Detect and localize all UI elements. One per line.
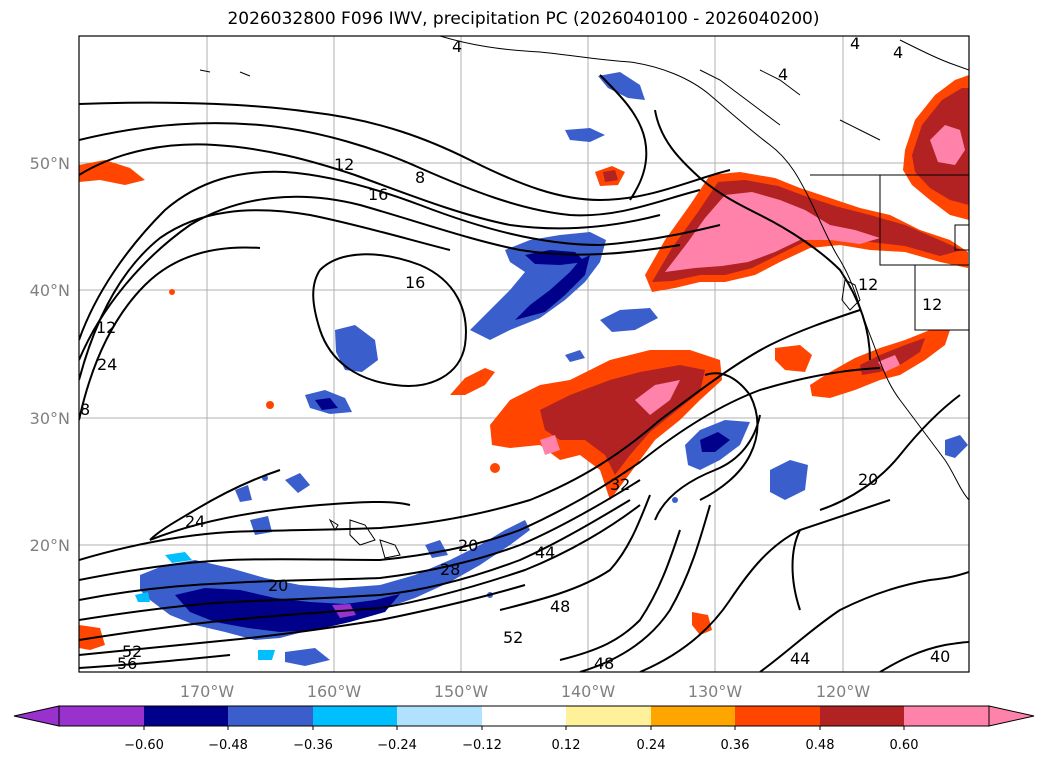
contour-label: 44: [535, 543, 555, 562]
colorbar-segment: [566, 706, 651, 726]
lat-tick-label: 40°N: [30, 281, 70, 300]
contour-label: 12: [858, 275, 878, 294]
lon-tick-label: 170°W: [180, 682, 235, 701]
contour-label: 52: [122, 642, 142, 661]
iwv-contours: [79, 74, 969, 672]
map-title: 2026032800 F096 IWV, precipitation PC (2…: [227, 9, 820, 29]
lat-tick-label: 20°N: [30, 536, 70, 555]
contour-label: 28: [440, 560, 460, 579]
contour-label: 4: [893, 43, 903, 62]
lon-tick-labels: 170°W 160°W 150°W 140°W 130°W 120°W: [180, 682, 871, 701]
colorbar-tick-label: −0.48: [208, 738, 248, 753]
colorbar-tick-label: 0.24: [637, 738, 666, 753]
colorbar-tick-label: −0.60: [124, 738, 164, 753]
contour-label: 32: [610, 475, 630, 494]
colorbar-extend-left: [13, 705, 60, 727]
coastlines: [199, 36, 969, 559]
colorbar-segment: [228, 706, 313, 726]
contour-label: 8: [80, 400, 90, 419]
contour-label: 16: [368, 185, 388, 204]
lon-tick-label: 160°W: [307, 682, 362, 701]
colorbar: −0.60 −0.48 −0.36 −0.24 −0.12 0.12 0.24 …: [13, 705, 1035, 753]
positive-precip-patches: [79, 75, 969, 650]
patch-small-1: [450, 368, 495, 395]
colorbar-tick-label: 0.36: [721, 738, 750, 753]
contour-label: 16: [405, 273, 425, 292]
contour-label: 52: [503, 628, 523, 647]
contour-label: 12: [334, 155, 354, 174]
contour-label: 48: [594, 654, 614, 673]
lat-tick-labels: 50°N 40°N 30°N 20°N: [30, 154, 70, 555]
contour-label: 12: [922, 295, 942, 314]
contour-labels: 4 4 4 4 8 12 16 16 12 24 8 24 12 12 32 2…: [80, 34, 950, 673]
colorbar-tick-label: −0.12: [462, 738, 502, 753]
contour-label: 4: [452, 37, 462, 56]
contour-label: 24: [97, 355, 117, 374]
lon-tick-label: 120°W: [816, 682, 871, 701]
contour-label: 20: [858, 470, 878, 489]
lon-tick-label: 130°W: [688, 682, 743, 701]
colorbar-extend-right: [988, 705, 1035, 727]
contour-label: 24: [185, 512, 205, 531]
contour-label: 20: [458, 536, 478, 555]
contour-label: 20: [268, 576, 288, 595]
colorbar-segment: [144, 706, 228, 726]
contour-label: 4: [850, 34, 860, 53]
colorbar-tick-label: 0.60: [890, 738, 919, 753]
colorbar-segment: [397, 706, 482, 726]
map-background: [79, 36, 969, 672]
lat-tick-label: 30°N: [30, 409, 70, 428]
colorbar-segment: [482, 706, 566, 726]
colorbar-tick-label: −0.36: [293, 738, 333, 753]
contour-label: 8: [415, 168, 425, 187]
colorbar-segment: [59, 706, 144, 726]
map-frame: [78, 35, 970, 673]
colorbar-segment: [904, 706, 989, 726]
colorbar-segment: [820, 706, 904, 726]
colorbar-segment: [735, 706, 820, 726]
colorbar-segment: [651, 706, 735, 726]
contour-label: 4: [778, 65, 788, 84]
lat-tick-label: 50°N: [30, 154, 70, 173]
contour-label: 48: [550, 597, 570, 616]
lon-tick-label: 150°W: [434, 682, 489, 701]
colorbar-tick-label: 0.48: [806, 738, 835, 753]
negative-precip-patches: [135, 72, 968, 666]
lon-tick-label: 140°W: [561, 682, 616, 701]
contour-label: 56: [117, 654, 137, 673]
contour-label: 12: [96, 318, 116, 337]
colorbar-tick-label: 0.12: [552, 738, 581, 753]
contour-label: 40: [930, 647, 950, 666]
colorbar-tick-label: −0.24: [377, 738, 417, 753]
contour-label: 44: [790, 649, 810, 668]
colorbar-segment: [313, 706, 397, 726]
